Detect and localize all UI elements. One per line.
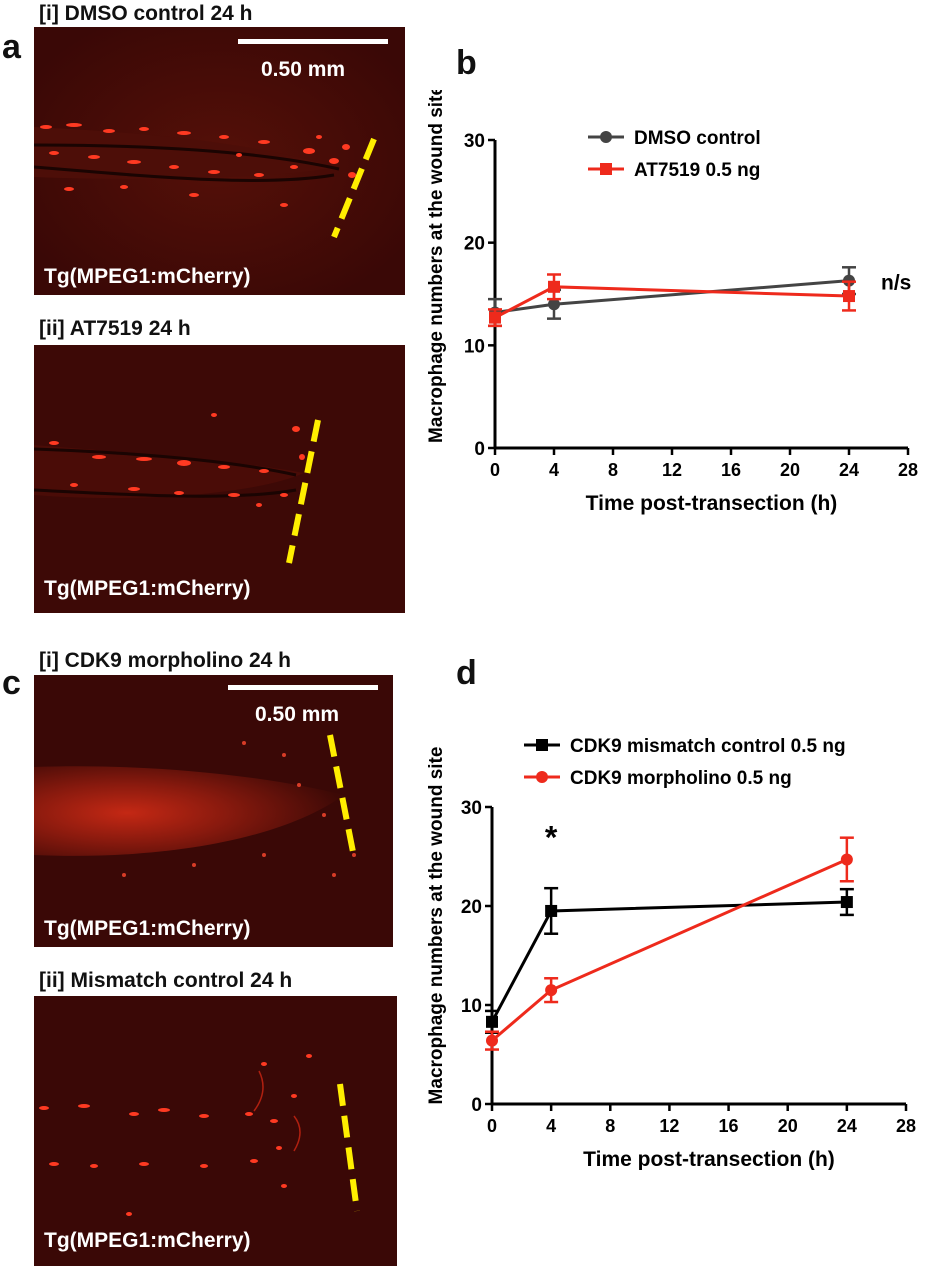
micrograph-at7519-caption: Tg(MPEG1:mCherry): [44, 577, 251, 600]
micrograph-dmso-control: 0.50 mm Tg(MPEG1:mCherry): [34, 27, 405, 295]
series-line-0: [490, 900, 847, 1023]
y-axis-label: Macrophage numbers at the wound site: [426, 90, 447, 443]
data-point: [548, 280, 560, 293]
x-axis-label: Time post-transection (h): [586, 492, 838, 515]
x-tick-label: 28: [896, 1116, 916, 1136]
y-tick-label: 10: [461, 996, 482, 1017]
micrograph-dmso-caption: Tg(MPEG1:mCherry): [44, 265, 251, 288]
y-tick-label: 0: [474, 439, 485, 460]
y-tick-label: 20: [464, 234, 485, 255]
micrograph-mismatch-caption: Tg(MPEG1:mCherry): [44, 1229, 251, 1252]
legend-label-0: CDK9 mismatch control 0.5 ng: [570, 736, 846, 757]
data-point: [840, 853, 853, 866]
data-point: [545, 904, 558, 917]
panel-a-image2-title: [ii] AT7519 24 h: [39, 317, 191, 340]
legend-label-0: DMSO control: [634, 128, 761, 149]
scale-bar-a: [238, 39, 388, 44]
x-tick-label: 12: [659, 1116, 679, 1136]
y-tick-label: 10: [464, 336, 485, 357]
x-tick-label: 4: [546, 1116, 556, 1136]
panel-label-b: b: [456, 44, 477, 82]
panel-label-d: d: [456, 654, 477, 692]
legend-marker-1: [536, 771, 548, 783]
data-point: [843, 290, 855, 303]
legend-marker-1: [600, 163, 612, 175]
chart-d: 0 4 8 12 16 20 24 28 0 10 20 30 Time post-transectio…: [426, 736, 916, 1170]
y-axis-label: Macrophage numbers at the wound site: [426, 747, 447, 1105]
panel-c-image2-title: [ii] Mismatch control 24 h: [39, 969, 293, 992]
y-tick-label: 20: [461, 897, 482, 918]
data-point: [840, 896, 853, 909]
x-tick-label: 12: [662, 460, 682, 480]
x-tick-label: 16: [719, 1116, 739, 1136]
x-axis-label: Time post-transection (h): [583, 1148, 835, 1170]
panel-label-c: c: [2, 664, 21, 702]
micrograph-cdk9-caption: Tg(MPEG1:mCherry): [44, 917, 251, 940]
annotation: n/s: [881, 272, 911, 295]
panel-a-image1-title: [i] DMSO control 24 h: [39, 2, 253, 25]
legend-label-1: CDK9 morpholino 0.5 ng: [570, 768, 792, 789]
micrograph-dmso-control-svg: [34, 27, 405, 295]
panel-c-image1-title: [i] CDK9 morpholino 24 h: [39, 649, 291, 672]
legend-marker-0: [536, 739, 548, 751]
data-point: [486, 1015, 498, 1028]
x-tick-label: 20: [780, 460, 800, 480]
scale-bar-c: [228, 685, 378, 690]
x-tick-label: 8: [608, 460, 618, 480]
series-line-1: [491, 858, 848, 1042]
x-tick-label: 20: [778, 1116, 798, 1136]
x-tick-label: 0: [490, 460, 500, 480]
data-point: [489, 311, 501, 324]
panel-label-a: a: [2, 28, 21, 66]
annotation: *: [545, 820, 558, 856]
micrograph-cdk9-morpholino-svg: [34, 675, 393, 947]
scale-bar-label-a: 0.50 mm: [261, 58, 346, 81]
x-tick-label: 8: [605, 1116, 615, 1136]
y-tick-label: 0: [471, 1095, 482, 1116]
x-tick-label: 16: [721, 460, 741, 480]
data-point: [548, 298, 560, 311]
legend-marker-0: [600, 131, 612, 143]
legend-label-1: AT7519 0.5 ng: [634, 160, 760, 181]
x-tick-label: 4: [549, 460, 559, 480]
x-tick-label: 24: [837, 1116, 857, 1136]
y-tick-label: 30: [461, 798, 482, 819]
x-tick-label: 0: [487, 1116, 497, 1136]
micrograph-at7519-svg: [34, 345, 405, 613]
micrograph-mismatch-control: Tg(MPEG1:mCherry): [34, 996, 397, 1266]
chart-b: 0 4 8 12 16 20 24 28 0 10 20 30 Time post-transectio…: [426, 90, 918, 515]
micrograph-at7519: Tg(MPEG1:mCherry): [34, 345, 405, 613]
y-tick-label: 30: [464, 131, 485, 152]
scale-bar-label-c: 0.50 mm: [255, 703, 340, 726]
micrograph-cdk9-morpholino: 0.50 mm Tg(MPEG1:mCherry): [34, 675, 393, 947]
data-point: [545, 984, 558, 997]
data-point: [486, 1034, 498, 1047]
micrograph-mismatch-control-svg: [34, 996, 397, 1266]
x-tick-label: 24: [839, 460, 859, 480]
x-tick-label: 28: [898, 460, 918, 480]
